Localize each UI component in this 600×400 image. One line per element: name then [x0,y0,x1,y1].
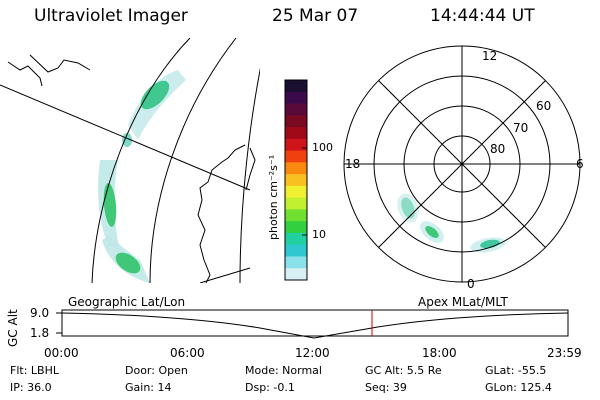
colorbar-tick-label-10: 10 [312,228,326,241]
colorbar-segment [285,174,307,187]
colorbar-segment [285,256,307,269]
polar-map-label: Apex MLat/MLT [418,295,508,309]
colorbar-segment [285,138,307,152]
colorbar-label: photon cm⁻²s⁻¹ [267,155,280,240]
auroral-oval-geo [98,70,186,283]
colorbar-segment [285,244,307,257]
glon-info: GLon: 125.4 [485,381,552,394]
polar-lat-70: 70 [513,121,528,135]
colorbar-segment [285,91,307,105]
auroral-oval-polar [397,193,506,253]
xtick-1800: 18:00 [422,346,457,360]
filter-info: Flt: LBHL [10,364,59,377]
xtick-2359: 23:59 [547,346,582,360]
app-title: Ultraviolet Imager [34,6,188,26]
date-label: 25 Mar 07 [272,6,359,26]
colorbar-segment [285,209,307,222]
xtick-0000: 00:00 [44,346,79,360]
polar-lat-80: 80 [490,142,505,156]
colorbar-segment [285,232,307,246]
geo-map-label: Geographic Lat/Lon [68,295,185,309]
altitude-curve [61,312,569,339]
door-info: Door: Open [125,364,188,377]
colorbar-segment [285,115,307,128]
colorbar-segment [285,103,307,116]
colorbar [285,80,307,281]
colorbar-segment [285,162,307,175]
xtick-1200: 12:00 [295,346,330,360]
altitude-ylabel: GC Alt [6,309,20,347]
glat-info: GLat: -55.5 [485,364,547,377]
xtick-0600: 06:00 [170,346,205,360]
gain-info: Gain: 14 [125,381,172,394]
altitude-ytick-9: 9.0 [30,306,49,320]
colorbar-segment [285,221,307,234]
colorbar-segment [285,197,307,210]
polar-hour-12: 12 [482,49,497,63]
colorbar-frame [284,79,308,281]
time-label: 14:44:44 UT [430,6,535,26]
colorbar-segment [285,268,307,281]
polar-plot: 12 0 18 6 60 70 80 [343,45,584,291]
dsp-info: Dsp: -0.1 [245,381,295,394]
colorbar-segment [285,185,307,199]
colorbar-segment [285,80,307,93]
mode-info: Mode: Normal [245,364,322,377]
polar-hour-6: 6 [576,157,584,171]
ip-info: IP: 36.0 [10,381,52,394]
colorbar-segment [285,150,307,163]
colorbar-tick-label-100: 100 [312,141,333,154]
altitude-ytick-1.8: 1.8 [30,326,49,340]
polar-hour-0: 0 [467,277,475,291]
polar-hour-18: 18 [345,157,360,171]
gc-alt-info: GC Alt: 5.5 Re [365,364,442,377]
polar-lat-60: 60 [536,99,551,113]
altitude-plot: 9.0 1.8 GC Alt Geographic Lat/Lon Apex M… [6,295,582,360]
geographic-map [0,38,260,283]
colorbar-segment [285,127,307,140]
seq-info: Seq: 39 [365,381,407,394]
